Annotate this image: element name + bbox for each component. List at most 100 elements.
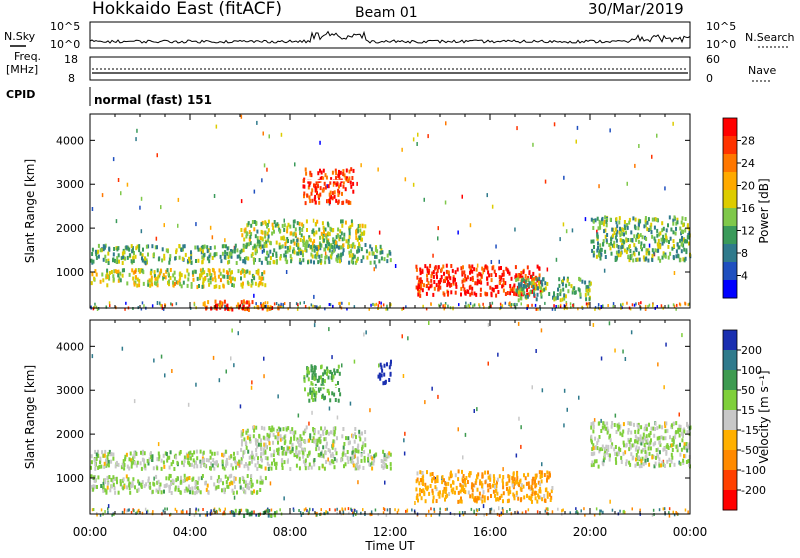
- scatter-cell: [414, 501, 416, 505]
- data-cell: [342, 427, 345, 431]
- data-cell: [681, 216, 684, 221]
- data-cell: [596, 234, 599, 239]
- data-cell: [216, 451, 219, 456]
- data-cell: [339, 235, 342, 239]
- data-cell: [157, 479, 160, 484]
- data-cell: [627, 437, 630, 442]
- cpid-mode: normal (fast) 151: [94, 93, 212, 107]
- data-cell: [327, 256, 330, 261]
- data-cell: [543, 494, 546, 498]
- data-cell: [291, 447, 294, 451]
- data-cell: [610, 251, 613, 256]
- data-cell: [528, 496, 531, 501]
- data-cell: [684, 217, 687, 221]
- data-cell: [307, 179, 310, 184]
- data-cell: [613, 240, 616, 245]
- data-cell: [677, 254, 680, 259]
- noise-speckle: [152, 510, 154, 514]
- data-cell: [490, 278, 493, 283]
- data-cell: [302, 178, 305, 183]
- noise-speckle: [299, 301, 301, 305]
- data-cell: [311, 373, 314, 378]
- data-cell: [542, 277, 544, 282]
- data-cell: [533, 276, 536, 281]
- noise-speckle: [478, 304, 481, 308]
- data-cell: [260, 464, 263, 469]
- data-cell: [432, 499, 435, 504]
- data-cell: [622, 239, 625, 244]
- data-cell: [342, 448, 345, 453]
- data-cell: [442, 264, 445, 269]
- data-cell: [476, 273, 479, 278]
- data-cell: [352, 189, 355, 194]
- data-cell: [546, 491, 549, 496]
- data-cell: [672, 230, 675, 235]
- data-cell: [302, 253, 304, 258]
- data-cell: [530, 284, 533, 288]
- data-cell: [322, 168, 325, 173]
- data-cell: [300, 442, 303, 447]
- data-cell: [166, 249, 169, 254]
- noise-right-label: N.Search: [745, 31, 795, 44]
- scatter-cell: [155, 236, 158, 241]
- data-cell: [474, 281, 477, 286]
- data-cell: [160, 490, 163, 495]
- data-cell: [132, 477, 135, 482]
- data-cell: [380, 248, 383, 253]
- data-cell: [478, 280, 481, 285]
- colorbar-swatch: [723, 136, 737, 155]
- data-cell: [681, 438, 684, 443]
- data-cell: [622, 429, 625, 434]
- noise-speckle: [107, 510, 109, 514]
- data-cell: [205, 487, 208, 492]
- data-cell: [290, 257, 293, 262]
- scatter-cell: [487, 361, 489, 366]
- data-cell: [295, 242, 298, 247]
- data-cell: [556, 295, 559, 300]
- data-cell: [360, 247, 363, 252]
- noise-speckle: [390, 303, 392, 307]
- data-cell: [91, 247, 94, 252]
- noise-speckle: [341, 301, 343, 305]
- data-cell: [129, 451, 132, 456]
- data-cell: [202, 256, 205, 261]
- data-cell: [109, 488, 112, 493]
- noise-speckle: [160, 303, 162, 307]
- data-cell: [519, 296, 522, 301]
- data-cell: [355, 449, 358, 454]
- data-cell: [559, 288, 562, 293]
- scatter-cell: [404, 177, 407, 182]
- data-cell: [245, 306, 248, 311]
- scatter-cell: [457, 427, 459, 432]
- data-cell: [132, 456, 135, 461]
- data-cell: [223, 274, 226, 279]
- data-cell: [538, 266, 541, 271]
- data-cell: [94, 479, 97, 483]
- data-cell: [324, 437, 327, 441]
- scatter-cell: [126, 182, 129, 187]
- data-cell: [203, 244, 206, 249]
- scatter-cell: [313, 294, 315, 299]
- data-cell: [441, 493, 444, 498]
- data-cell: [648, 433, 651, 438]
- data-cell: [253, 227, 256, 232]
- data-cell: [156, 268, 159, 273]
- data-cell: [251, 281, 254, 286]
- scatter-cell: [256, 120, 258, 125]
- noise-speckle: [273, 302, 276, 306]
- noise-speckle: [469, 302, 472, 306]
- data-cell: [352, 181, 355, 186]
- data-cell: [324, 247, 327, 252]
- data-cell: [356, 460, 359, 465]
- noise-speckle: [385, 513, 388, 517]
- noise-speckle: [362, 508, 364, 512]
- noise-speckle: [244, 301, 246, 305]
- data-cell: [211, 451, 214, 456]
- data-cell: [281, 436, 284, 441]
- data-cell: [124, 454, 127, 459]
- scatter-cell: [575, 139, 577, 144]
- data-cell: [471, 278, 474, 282]
- noise-speckle: [232, 514, 234, 517]
- data-cell: [597, 226, 600, 231]
